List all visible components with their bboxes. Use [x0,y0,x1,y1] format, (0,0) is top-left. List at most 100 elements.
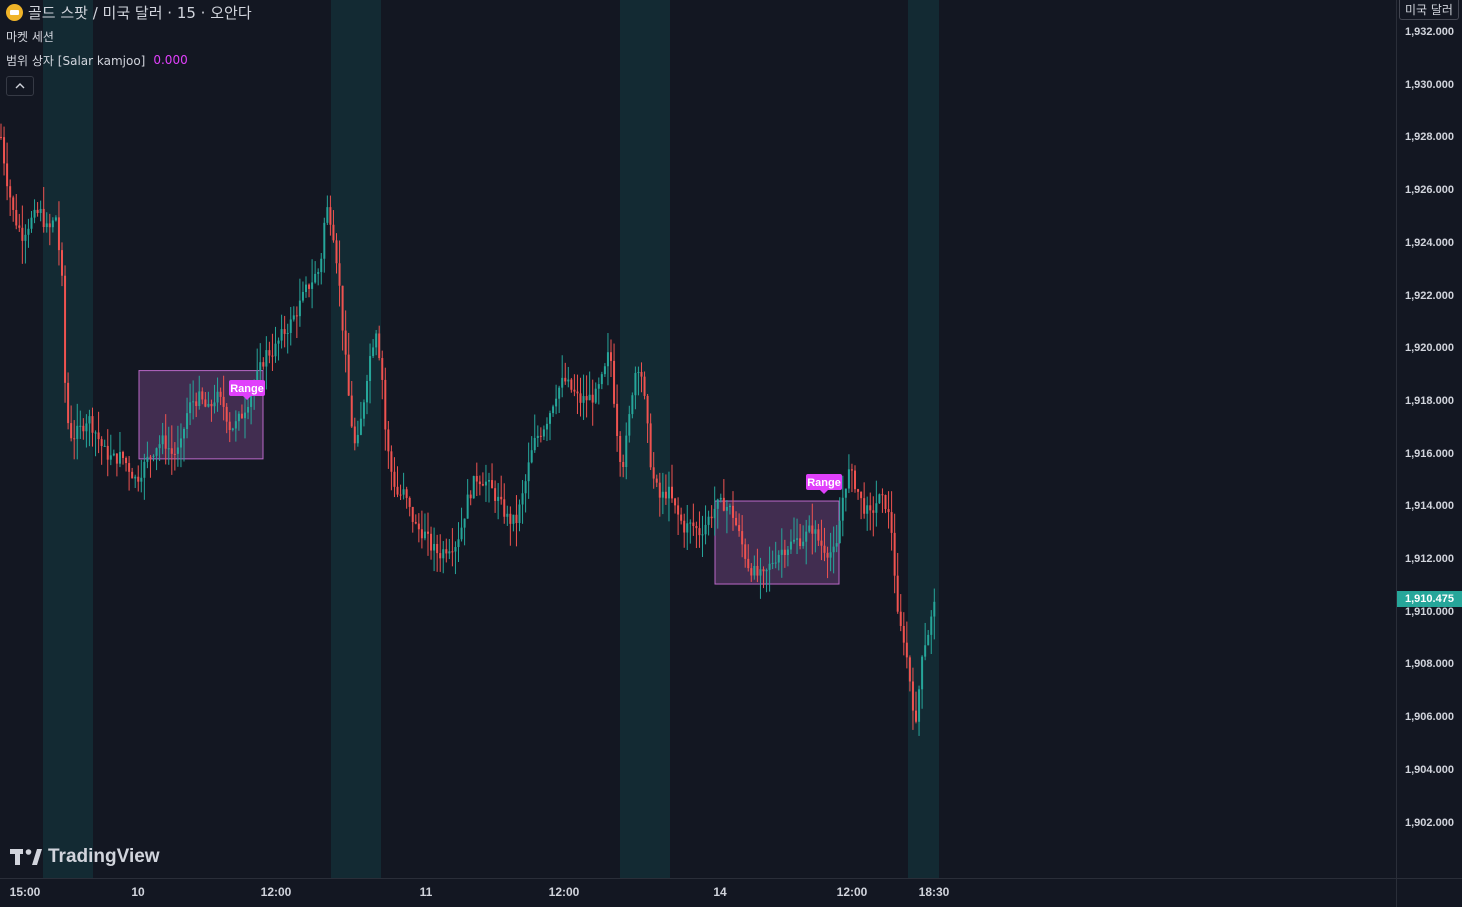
candle-body [875,503,878,513]
candle-body [905,642,908,658]
candle-body [384,379,387,430]
symbol-title[interactable]: 골드 스팟 / 미국 달러 · 15 · 오안다 [28,3,252,22]
candle-body [369,356,372,381]
indicator-market-session[interactable]: 마켓 세션 [6,24,252,48]
candle-body [67,382,70,424]
candle-body [33,209,36,218]
price-tick-label: 1,922.000 [1405,289,1454,302]
price-tick-label: 1,912.000 [1405,553,1454,565]
candle-body [18,225,21,228]
candle-body [475,476,478,482]
candle-body [613,360,616,404]
candle-body [79,425,82,427]
candle-body [902,625,905,643]
indicator-value: 0.000 [153,53,188,67]
candle-body [847,469,850,489]
candle-body [414,521,417,524]
price-tick-label: 1,914.000 [1405,500,1454,513]
time-axis[interactable]: 15:00 10 12:00 11 12:00 14 12:00 18:30 [0,878,1396,907]
candle-body [378,333,381,359]
candle-body [170,448,173,454]
candle-body [405,489,408,498]
candle-body [545,423,548,430]
candle-body [149,456,152,458]
candle-body [326,207,329,223]
candle-body [518,504,521,524]
candle-body [94,432,97,434]
candle-body [741,531,744,545]
market-session-band [331,0,381,878]
candle-body [408,497,411,507]
time-tick-label: 11 [419,885,433,899]
candle-body [722,497,725,511]
indicator-title[interactable]: 범위 상자 [Salar kamjoo] [6,53,146,68]
candle-body [869,505,872,511]
time-tick-label: 12:00 [836,885,868,899]
candle-body [305,284,307,292]
candle-body [481,484,484,486]
candle-body [515,514,518,524]
candle-body [637,371,640,373]
candle-body [189,402,192,414]
candle-body [131,471,134,479]
candle-body [857,489,860,492]
chart-pane[interactable]: Range Range 골드 스팟 / 미국 달러 · 15 · 오안다 마켓 세… [0,0,1396,878]
candle-body [244,412,246,419]
candle-body [915,710,917,722]
tradingview-logo[interactable]: TradingView [10,846,160,868]
candle-body [225,406,228,422]
candle-body [36,209,39,214]
candle-body [558,387,561,399]
candle-body [341,285,344,331]
candle-body [332,224,335,241]
candle-body [854,470,856,490]
gold-coin-icon [6,3,23,21]
candle-body [759,569,762,576]
candle-body [73,438,76,440]
collapse-legend-button[interactable] [6,76,34,96]
candle-body [262,362,265,367]
candle-body [698,528,701,536]
price-tick-label: 1,920.000 [1405,342,1454,355]
candle-body [393,471,396,487]
candle-body [417,523,420,530]
candle-body [692,522,695,527]
candle-body [597,384,600,389]
price-tick-label: 1,918.000 [1405,394,1454,407]
candle-body [527,462,530,482]
price-chart[interactable]: Range Range [0,0,1396,878]
candle-body [683,520,686,533]
candle-body [118,451,121,464]
candle-body [320,258,323,273]
candle-body [213,402,216,407]
candle-body [179,438,182,448]
candle-body [817,529,820,541]
candle-body [689,522,692,524]
candle-body [195,401,198,407]
candle-body [478,481,481,485]
symbol-title-row[interactable]: 골드 스팟 / 미국 달러 · 15 · 오안다 [6,0,252,24]
candle-body [646,395,649,424]
candle-body [198,391,201,407]
indicator-range-box[interactable]: 범위 상자 [Salar kamjoo] 0.000 [6,48,252,72]
candle-body [918,689,921,722]
candle-body [311,282,314,289]
time-tick-label: 14 [713,885,727,899]
candle-body [616,403,619,436]
candle-body [359,418,362,435]
candle-body [710,516,713,519]
candle-body [930,616,933,635]
candle-body [396,486,399,495]
candle-body [201,391,204,400]
candle-body [317,272,320,274]
candle-body [555,398,558,407]
candle-body [628,414,631,436]
price-axis[interactable]: 미국 달러 1,932.000 1,930.000 1,928.000 1,926.0… [1396,0,1462,878]
candle-body [549,413,551,424]
indicator-title[interactable]: 마켓 세션 [6,29,54,44]
candle-body [655,478,658,483]
candle-body [771,562,774,564]
currency-button[interactable]: 미국 달러 [1399,0,1459,20]
candle-body [561,377,564,388]
candle-body [76,425,79,439]
